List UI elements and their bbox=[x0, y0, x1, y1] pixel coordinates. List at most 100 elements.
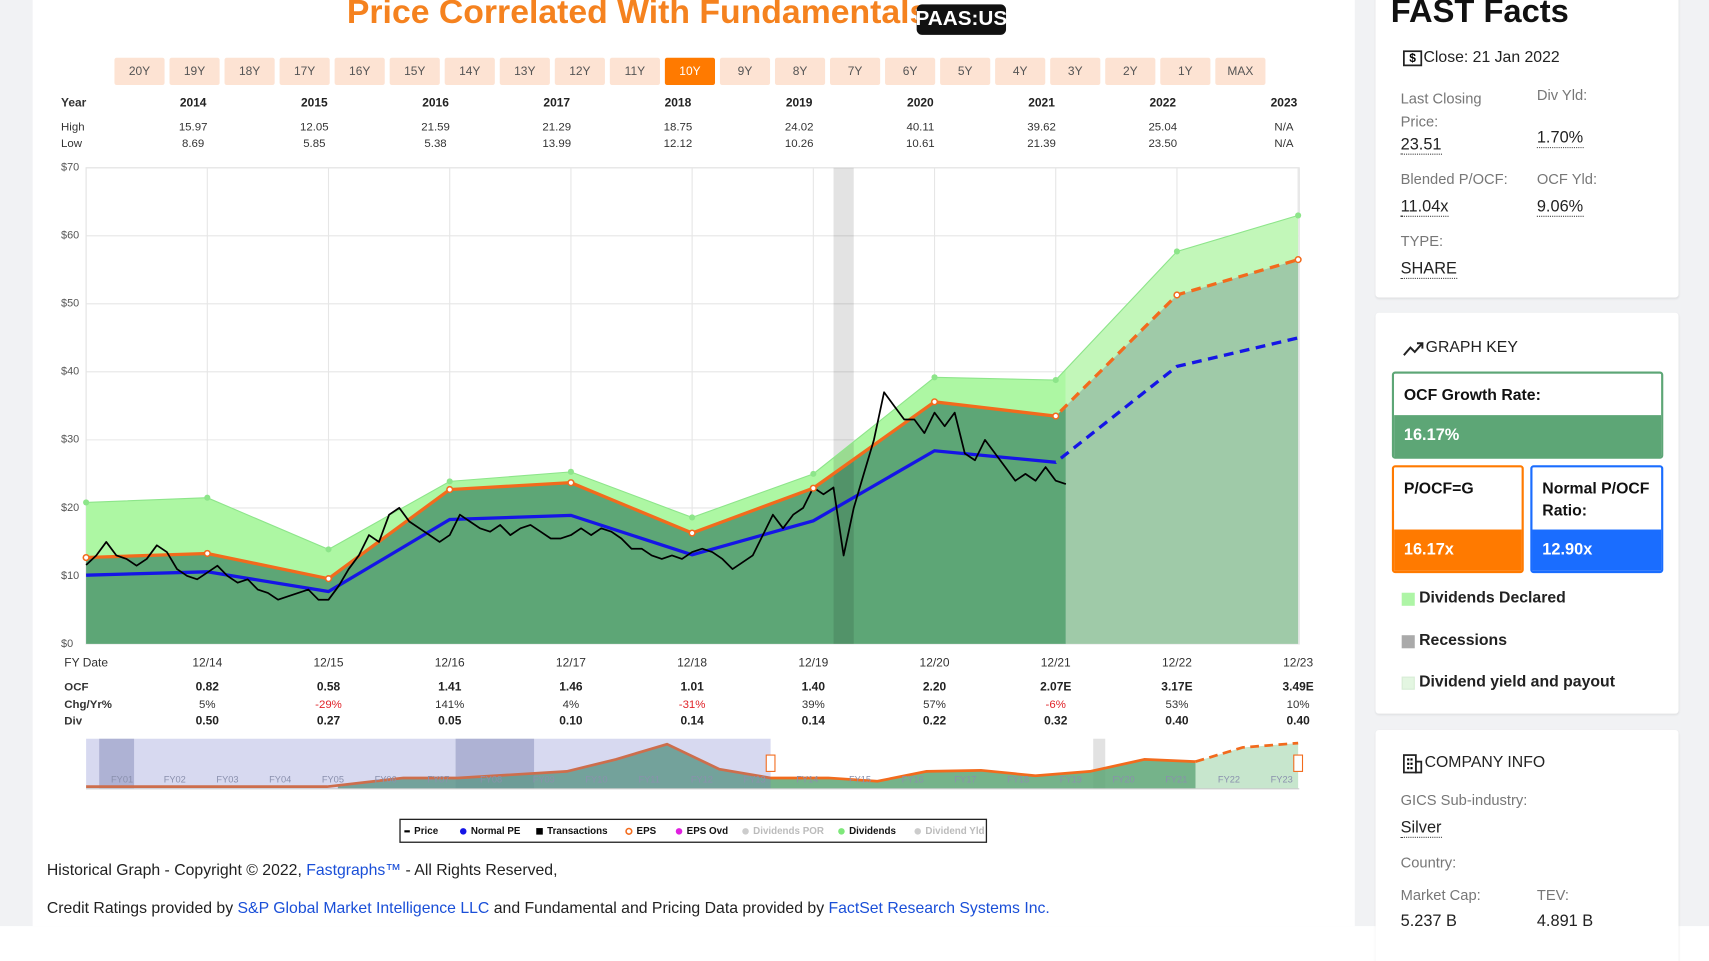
range-button-label[interactable]: 20Y bbox=[129, 64, 150, 78]
navigator-label: FY19 bbox=[1060, 775, 1082, 785]
range-button[interactable] bbox=[1160, 57, 1211, 85]
range-button[interactable] bbox=[444, 57, 495, 85]
range-button[interactable] bbox=[499, 57, 550, 85]
div: 0.50 bbox=[196, 713, 220, 727]
navigator-handle[interactable] bbox=[765, 754, 776, 772]
range-button[interactable] bbox=[334, 57, 385, 85]
dividend-point bbox=[689, 514, 696, 521]
range-button[interactable] bbox=[1105, 57, 1156, 85]
ocf: 3.17E bbox=[1161, 680, 1192, 694]
range-button[interactable] bbox=[224, 57, 275, 85]
field-value: 5.237 B bbox=[1400, 911, 1457, 931]
range-button[interactable] bbox=[885, 57, 936, 85]
div: 0.40 bbox=[1165, 713, 1189, 727]
navigator-label: FY15 bbox=[849, 775, 871, 785]
range-button[interactable] bbox=[940, 57, 991, 85]
range-button[interactable] bbox=[609, 57, 660, 85]
legend-marker bbox=[742, 828, 749, 835]
y-tick-label: $70 bbox=[61, 162, 79, 174]
legend-label[interactable]: Dividends bbox=[849, 826, 896, 837]
range-button-label[interactable]: 9Y bbox=[738, 64, 753, 78]
range-button[interactable] bbox=[1050, 57, 1101, 85]
range-button-label[interactable]: 8Y bbox=[793, 64, 808, 78]
range-button[interactable] bbox=[1215, 57, 1266, 85]
year: 2022 bbox=[1149, 96, 1176, 110]
high: 40.11 bbox=[906, 121, 934, 133]
x-axis-label: FY Date bbox=[64, 656, 108, 670]
range-button-label[interactable]: 3Y bbox=[1068, 64, 1083, 78]
range-button-label[interactable]: 15Y bbox=[404, 64, 425, 78]
chg: 53% bbox=[1165, 699, 1188, 711]
range-button-label[interactable]: 5Y bbox=[958, 64, 973, 78]
navigator-label: FY07 bbox=[427, 775, 449, 785]
range-button-label[interactable]: 2Y bbox=[1123, 64, 1138, 78]
low: 12.12 bbox=[664, 138, 693, 150]
navigator-label: FY13 bbox=[744, 775, 766, 785]
ocf: 1.46 bbox=[559, 680, 583, 694]
navigator-label: FY20 bbox=[1113, 775, 1135, 785]
y-tick-label: $50 bbox=[61, 298, 79, 310]
footer-link[interactable]: S&P Global Market Intelligence LLC bbox=[237, 899, 490, 918]
range-button[interactable] bbox=[389, 57, 440, 85]
range-button[interactable] bbox=[774, 57, 826, 85]
high: 12.05 bbox=[300, 121, 329, 133]
navigator-label: FY22 bbox=[1218, 775, 1240, 785]
range-button-label[interactable]: 19Y bbox=[184, 64, 205, 78]
chart: Price Correlated With Fundamentals PAAS:… bbox=[61, 0, 1314, 843]
dividend-point bbox=[204, 494, 211, 501]
legend-label[interactable]: Normal PE bbox=[471, 826, 521, 837]
legend-marker bbox=[536, 828, 543, 835]
chg: -31% bbox=[679, 699, 706, 711]
range-button-label[interactable]: 13Y bbox=[514, 64, 535, 78]
range-button[interactable] bbox=[719, 57, 771, 85]
range-button-label[interactable]: MAX bbox=[1227, 64, 1253, 78]
eps-point bbox=[446, 485, 454, 494]
x-tick-label: 12/22 bbox=[1162, 656, 1192, 670]
range-button[interactable] bbox=[114, 57, 165, 85]
range-button-label[interactable]: 17Y bbox=[294, 64, 315, 78]
swatch bbox=[1401, 676, 1415, 690]
key-label: P/OCF=G bbox=[1394, 467, 1522, 512]
footer-link[interactable]: Fastgraphs™ bbox=[306, 861, 402, 880]
field-label: OCF Yld: bbox=[1536, 171, 1598, 188]
legend-label[interactable]: Price bbox=[414, 826, 439, 837]
range-button[interactable] bbox=[279, 57, 330, 85]
range-button-label[interactable]: 14Y bbox=[459, 64, 480, 78]
legend-label[interactable]: Dividends POR bbox=[753, 826, 824, 837]
swatch bbox=[1401, 635, 1415, 649]
field-value: 23.51 bbox=[1400, 135, 1442, 155]
range-button-label[interactable]: 11Y bbox=[625, 64, 645, 78]
footer-link[interactable]: FactSet Research Systems Inc. bbox=[828, 899, 1050, 918]
range-button[interactable] bbox=[830, 57, 881, 85]
range-button[interactable] bbox=[664, 57, 716, 85]
legend-label[interactable]: Transactions bbox=[547, 826, 608, 837]
legend-label[interactable]: Dividend Yld bbox=[925, 826, 984, 837]
row-label: Low bbox=[61, 138, 83, 150]
range-button-label[interactable]: 1Y bbox=[1178, 64, 1193, 78]
navigator-label: FY01 bbox=[111, 775, 133, 785]
legend-label[interactable]: EPS Ovd bbox=[687, 826, 728, 837]
year: 2016 bbox=[422, 96, 449, 110]
range-button-label[interactable]: 18Y bbox=[239, 64, 260, 78]
key-value: 12.90x bbox=[1532, 529, 1662, 571]
range-button[interactable] bbox=[554, 57, 605, 85]
navigator-line bbox=[86, 742, 1196, 789]
range-button[interactable] bbox=[995, 57, 1046, 85]
navigator-label: FY03 bbox=[216, 775, 238, 785]
range-button-label[interactable]: 7Y bbox=[848, 64, 863, 78]
legend-label[interactable]: EPS bbox=[637, 826, 657, 837]
year: 2023 bbox=[1271, 96, 1298, 110]
field-value: Silver bbox=[1400, 818, 1442, 838]
field-value: SHARE bbox=[1400, 259, 1457, 279]
high: 21.59 bbox=[421, 121, 450, 133]
range-button-label[interactable]: 4Y bbox=[1013, 64, 1028, 78]
y-tick-label: $60 bbox=[61, 230, 79, 242]
navigator-handle[interactable] bbox=[1293, 754, 1304, 772]
range-button-label[interactable]: 16Y bbox=[349, 64, 370, 78]
range-button[interactable] bbox=[169, 57, 220, 85]
div: 0.40 bbox=[1286, 713, 1310, 727]
range-button-label[interactable]: 6Y bbox=[903, 64, 918, 78]
key-value: 16.17x bbox=[1394, 529, 1522, 571]
range-button-label[interactable]: 10Y bbox=[679, 64, 700, 78]
range-button-label[interactable]: 12Y bbox=[569, 64, 590, 78]
